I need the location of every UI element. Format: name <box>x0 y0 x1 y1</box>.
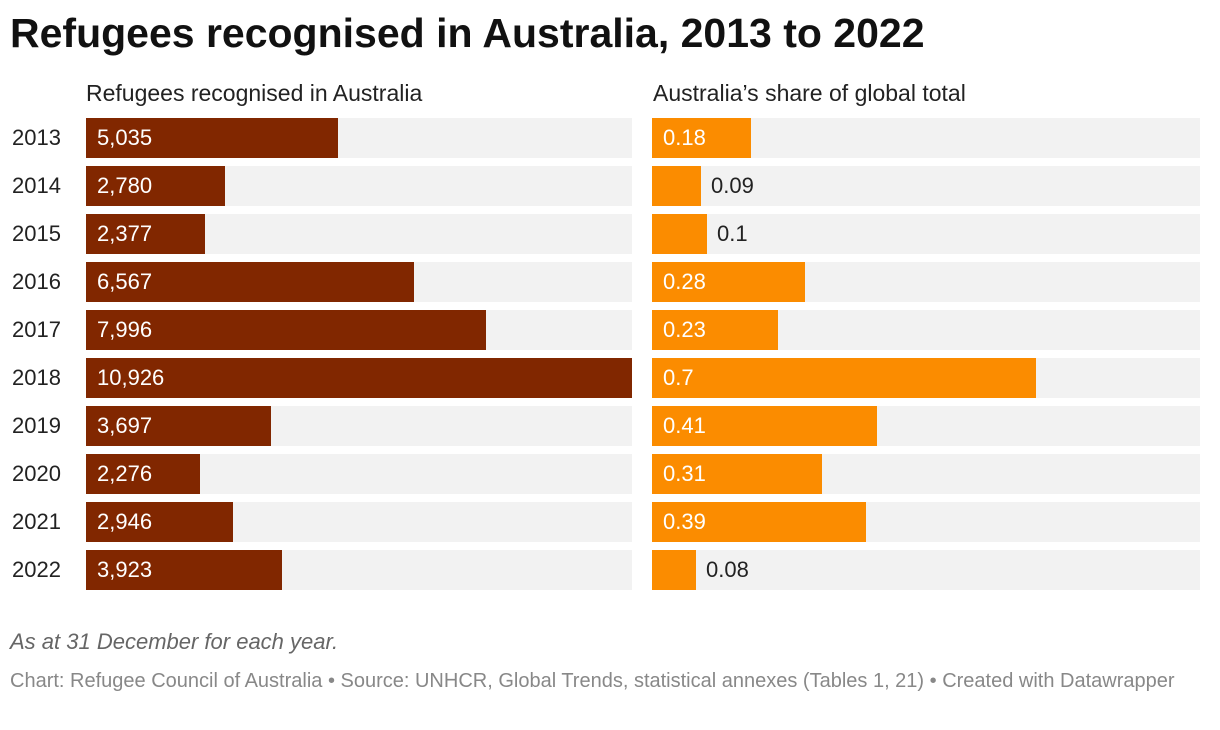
value-label-share-2020: 0.31 <box>663 461 706 486</box>
chart-note: As at 31 December for each year. <box>10 629 339 654</box>
bar-share-2017 <box>652 310 778 350</box>
value-label-share-2021: 0.39 <box>663 509 706 534</box>
bar-refugees-2013 <box>86 118 338 158</box>
column-label-refugees: Refugees recognised in Australia <box>86 80 423 106</box>
value-label-refugees-2020: 2,276 <box>97 461 153 486</box>
value-label-share-2017: 0.23 <box>663 317 706 342</box>
bar-share-2022 <box>652 550 696 590</box>
year-label-2021: 2021 <box>12 509 61 534</box>
bar-share-2018 <box>652 358 1036 398</box>
value-label-refugees-2013: 5,035 <box>97 125 153 150</box>
bar-refugees-2014 <box>86 166 225 206</box>
year-label-2013: 2013 <box>12 125 61 150</box>
bar-share-2013 <box>652 118 751 158</box>
bar-refugees-2019 <box>86 406 271 446</box>
bar-refugees-2015 <box>86 214 205 254</box>
bar-refugees-2018 <box>86 358 632 398</box>
year-label-2017: 2017 <box>12 317 61 342</box>
year-label-2014: 2014 <box>12 173 61 198</box>
bar-track-share-2022 <box>652 550 1200 590</box>
value-label-share-2013: 0.18 <box>663 125 706 150</box>
chart-footer: Chart: Refugee Council of Australia • So… <box>10 670 1175 692</box>
value-label-refugees-2022: 3,923 <box>97 557 153 582</box>
bar-refugees-2017 <box>86 310 486 350</box>
bar-share-2016 <box>652 262 805 302</box>
column-label-global-share: Australia’s share of global total <box>653 80 966 106</box>
bar-share-2019 <box>652 406 877 446</box>
year-label-2016: 2016 <box>12 269 61 294</box>
bar-share-2020 <box>652 454 822 494</box>
bar-refugees-2022 <box>86 550 282 590</box>
value-label-refugees-2014: 2,780 <box>97 173 153 198</box>
chart-title: Refugees recognised in Australia, 2013 t… <box>10 10 925 56</box>
bar-track-share-2015 <box>652 214 1200 254</box>
value-label-refugees-2018: 10,926 <box>97 365 165 390</box>
bar-refugees-2020 <box>86 454 200 494</box>
year-label-2022: 2022 <box>12 557 61 582</box>
value-label-share-2015: 0.1 <box>717 221 748 246</box>
bar-share-2015 <box>652 214 707 254</box>
value-label-share-2016: 0.28 <box>663 269 706 294</box>
value-label-refugees-2016: 6,567 <box>97 269 153 294</box>
value-label-share-2018: 0.7 <box>663 365 694 390</box>
value-label-share-2022: 0.08 <box>706 557 749 582</box>
value-label-share-2019: 0.41 <box>663 413 706 438</box>
value-label-share-2014: 0.09 <box>711 173 754 198</box>
value-label-refugees-2015: 2,377 <box>97 221 153 246</box>
year-label-2018: 2018 <box>12 365 61 390</box>
bar-track-share-2014 <box>652 166 1200 206</box>
bar-share-2014 <box>652 166 701 206</box>
year-label-2019: 2019 <box>12 413 61 438</box>
value-label-refugees-2017: 7,996 <box>97 317 153 342</box>
bar-refugees-2016 <box>86 262 414 302</box>
year-label-2020: 2020 <box>12 461 61 486</box>
bar-share-2021 <box>652 502 866 542</box>
value-label-refugees-2019: 3,697 <box>97 413 153 438</box>
year-label-2015: 2015 <box>12 221 61 246</box>
bar-refugees-2021 <box>86 502 233 542</box>
value-label-refugees-2021: 2,946 <box>97 509 153 534</box>
